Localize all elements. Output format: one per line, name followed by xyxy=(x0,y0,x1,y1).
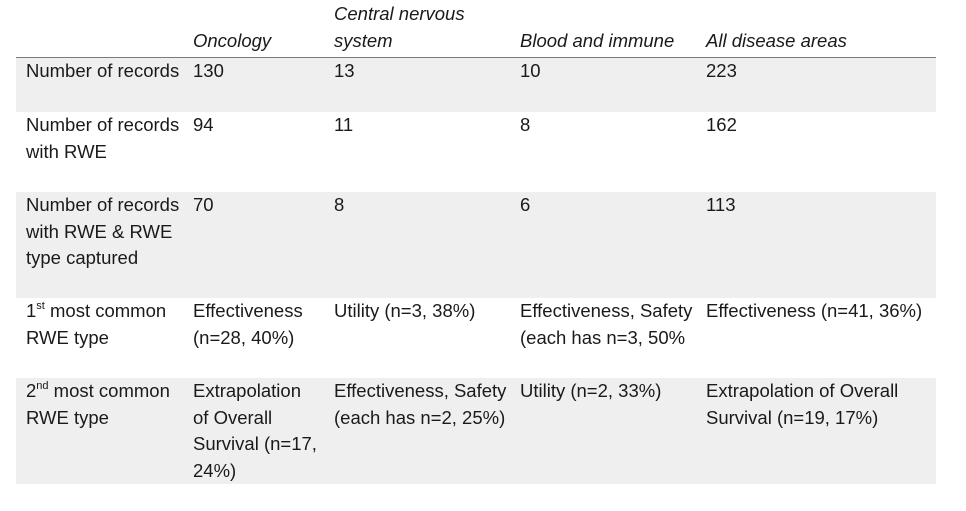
row-label: Number of records with RWE xyxy=(16,112,186,192)
row-label-text: most common RWE type xyxy=(26,300,167,348)
table-cell: 162 xyxy=(699,112,936,192)
table-cell: Effectiveness, Safety (each has n=3, 50% xyxy=(513,298,699,378)
row-label: 2nd most common RWE type xyxy=(16,378,186,484)
header-cell-oncology: Oncology xyxy=(186,0,327,58)
table-cell: 8 xyxy=(327,192,513,298)
table-cell: Effectiveness, Safety (each has n=2, 25%… xyxy=(327,378,513,484)
header-cell-cns: Central nervous system xyxy=(327,0,513,58)
header-row: Oncology Central nervous system Blood an… xyxy=(16,0,936,58)
header-cell-empty xyxy=(16,0,186,58)
rwe-summary-table-container: Oncology Central nervous system Blood an… xyxy=(16,0,936,484)
table-row: Number of records 130 13 10 223 xyxy=(16,57,936,112)
rwe-summary-table: Oncology Central nervous system Blood an… xyxy=(16,0,936,484)
table-cell: Effectiveness (n=41, 36%) xyxy=(699,298,936,378)
table-cell: 10 xyxy=(513,57,699,112)
table-cell: 8 xyxy=(513,112,699,192)
table-cell: 113 xyxy=(699,192,936,298)
row-label-ordinal: 1 xyxy=(26,300,37,321)
table-cell: 130 xyxy=(186,57,327,112)
table-cell: 94 xyxy=(186,112,327,192)
table-cell: 70 xyxy=(186,192,327,298)
table-cell: Utility (n=2, 33%) xyxy=(513,378,699,484)
table-cell: Utility (n=3, 38%) xyxy=(327,298,513,378)
table-cell: 11 xyxy=(327,112,513,192)
table-cell: Effectiveness (n=28, 40%) xyxy=(186,298,327,378)
row-label-ordinal: 2 xyxy=(26,380,37,401)
table-row: Number of records with RWE 94 11 8 162 xyxy=(16,112,936,192)
table-cell: 223 xyxy=(699,57,936,112)
table-cell: 13 xyxy=(327,57,513,112)
row-label-text: most common RWE type xyxy=(26,380,170,428)
row-label: Number of records xyxy=(16,57,186,112)
table-cell: Extrapolation of Overall Survival (n=17,… xyxy=(186,378,327,484)
table-row: 2nd most common RWE type Extrapolation o… xyxy=(16,378,936,484)
header-cell-all-areas: All disease areas xyxy=(699,0,936,58)
table-body: Number of records 130 13 10 223 Number o… xyxy=(16,57,936,484)
row-label: Number of records with RWE & RWE type ca… xyxy=(16,192,186,298)
table-header: Oncology Central nervous system Blood an… xyxy=(16,0,936,58)
table-cell: 6 xyxy=(513,192,699,298)
table-row: Number of records with RWE & RWE type ca… xyxy=(16,192,936,298)
row-label-ordinal-suffix: nd xyxy=(36,379,49,392)
table-row: 1st most common RWE type Effectiveness (… xyxy=(16,298,936,378)
table-cell: Extrapolation of Overall Survival (n=19,… xyxy=(699,378,936,484)
row-label: 1st most common RWE type xyxy=(16,298,186,378)
row-label-ordinal-suffix: st xyxy=(36,299,45,312)
header-cell-blood-immune: Blood and immune xyxy=(513,0,699,58)
